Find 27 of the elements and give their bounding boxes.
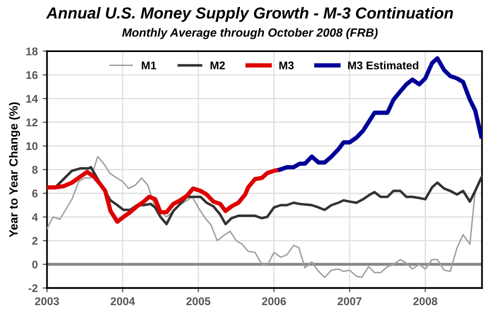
y-axis-title: Year to Year Change (%)	[9, 102, 20, 238]
chart-title: Annual U.S. Money Supply Growth - M-3 Continuation	[46, 6, 453, 22]
x-tick-label: 2008	[413, 297, 438, 306]
y-tick-label: 2	[32, 236, 38, 245]
y-tick-label: 4	[32, 213, 38, 221]
x-tick-label: 2007	[338, 297, 362, 306]
x-tick-label: 2006	[262, 297, 286, 306]
legend-label: M1	[142, 62, 156, 70]
y-tick-label: 0	[32, 260, 38, 268]
y-tick-label: 16	[26, 71, 38, 80]
line-series	[47, 156, 482, 278]
line-series	[278, 56, 482, 172]
legend-label: M3 Estimated	[348, 61, 418, 70]
x-tick-label: 2004	[110, 297, 135, 306]
x-tick-label: 2005	[186, 297, 210, 306]
y-tick-label: 12	[26, 118, 38, 126]
legend-label: M3	[279, 61, 294, 70]
y-tick-label: 6	[32, 190, 38, 198]
y-tick-label: 8	[32, 166, 38, 174]
legend-label: M2	[210, 61, 225, 70]
y-tick-label: 18	[26, 47, 38, 56]
chart-subtitle: Monthly Average through October 2008 (FRB)	[122, 28, 378, 40]
x-tick-label: 2003	[35, 297, 59, 306]
line-series	[47, 168, 282, 224]
y-tick-label: 10	[26, 142, 38, 150]
y-tick-label: -2	[28, 284, 38, 292]
y-tick-label: 14	[26, 94, 38, 103]
